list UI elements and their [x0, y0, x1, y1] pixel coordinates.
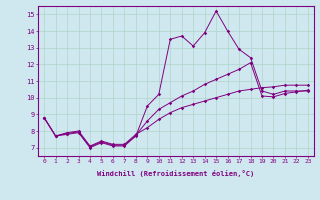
- X-axis label: Windchill (Refroidissement éolien,°C): Windchill (Refroidissement éolien,°C): [97, 170, 255, 177]
